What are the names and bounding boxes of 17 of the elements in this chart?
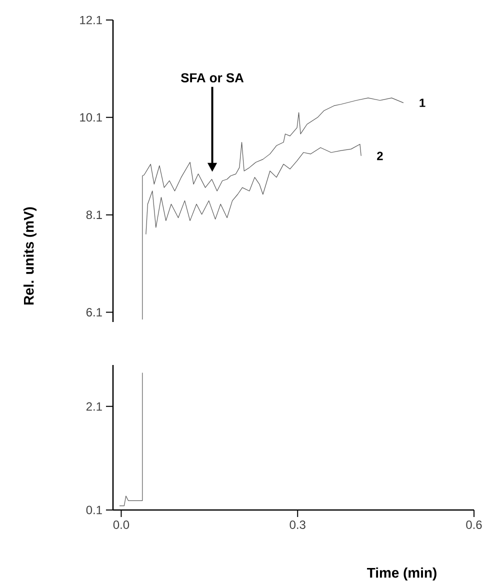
y-tick-label: 8.1 — [86, 210, 102, 220]
series-label: 2 — [377, 152, 383, 160]
y-tick-label: 10.1 — [80, 113, 102, 122]
x-tick-label: 0.6 — [466, 520, 482, 529]
x-tick-label: 0.3 — [290, 520, 306, 529]
x-tick-label: 0.0 — [113, 520, 130, 529]
y-tick-label: 0.1 — [86, 506, 102, 514]
y-tick-label: 2.1 — [86, 402, 102, 411]
y-tick-label: 12.1 — [80, 16, 102, 24]
series-label: 1 — [420, 98, 426, 107]
x-axis-title: Time (min) — [367, 567, 436, 580]
line-series — [146, 144, 362, 235]
annotation: SFA or SA — [180, 73, 244, 82]
line-series — [142, 98, 404, 320]
line-series — [119, 372, 143, 506]
y-tick-label: 6.1 — [86, 308, 102, 316]
y-axis-title: Rel. units (mV) — [23, 207, 36, 305]
